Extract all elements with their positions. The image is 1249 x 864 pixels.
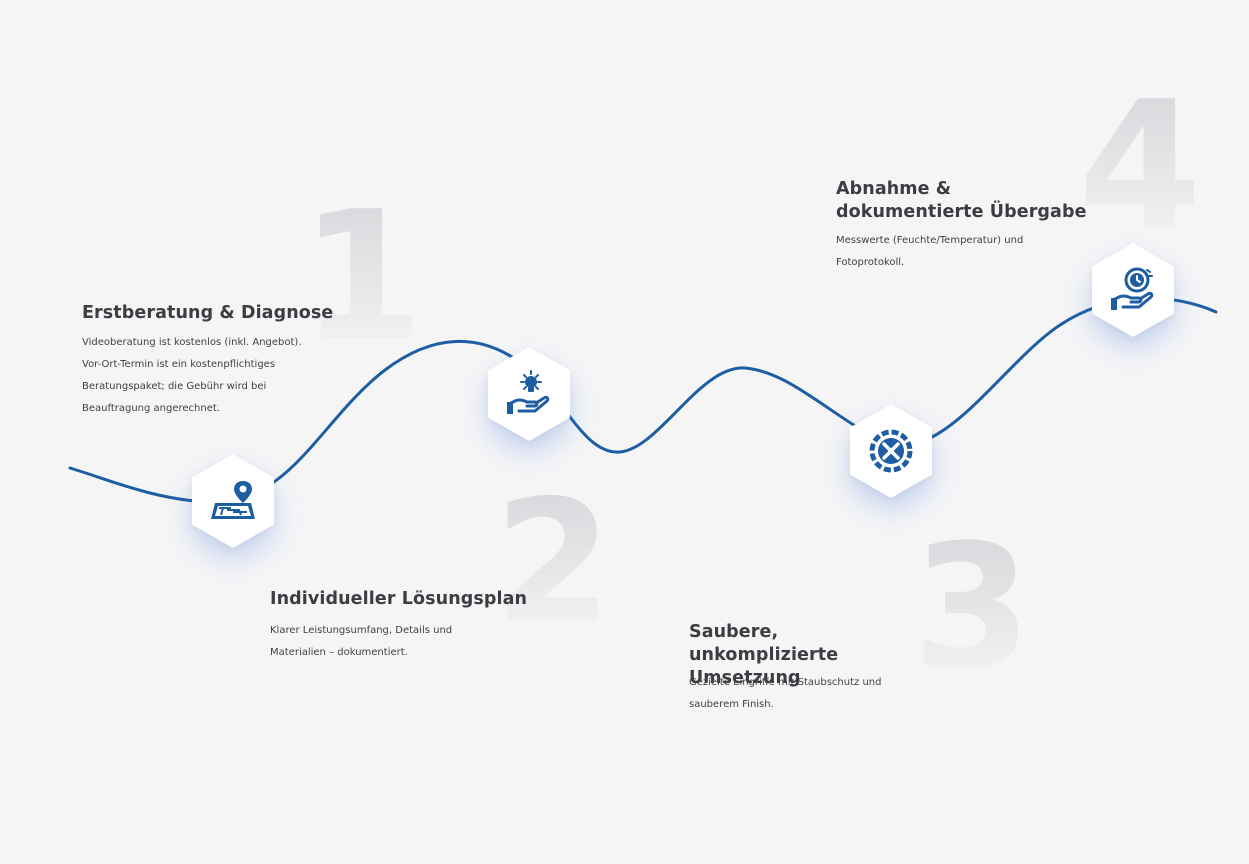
step-3-badge	[850, 404, 932, 498]
time-hand-icon	[1111, 267, 1154, 310]
step-4-badge	[1092, 243, 1174, 337]
idea-hand-icon	[507, 370, 550, 414]
map-location-icon	[211, 481, 255, 519]
step-4-title: Abnahme & dokumentierte Übergabe	[836, 179, 1087, 222]
step-1-number: 1	[300, 173, 424, 380]
step-1-title: Erstberatung & Diagnose	[82, 303, 334, 323]
step-4-number: 4	[1078, 63, 1202, 270]
step-1-badge	[192, 454, 274, 548]
step-3-title: Saubere, unkomplizierte Umsetzung	[689, 622, 839, 688]
gear-tools-icon	[869, 429, 913, 473]
step-3-description: Gezielte Eingriffe mit Staubschutz und s…	[689, 677, 882, 710]
step-3-number: 3	[912, 507, 1032, 708]
step-4-description: Messwerte (Feuchte/Temperatur) und Fotop…	[836, 235, 1024, 268]
step-2-number: 2	[494, 464, 612, 662]
step-1-description: Videoberatung ist kostenlos (inkl. Angeb…	[82, 337, 302, 414]
step-2-description: Klarer Leistungsumfang, Details und Mate…	[270, 625, 453, 658]
step-2-badge	[488, 347, 570, 441]
step-2-title: Individueller Lösungsplan	[270, 589, 528, 609]
